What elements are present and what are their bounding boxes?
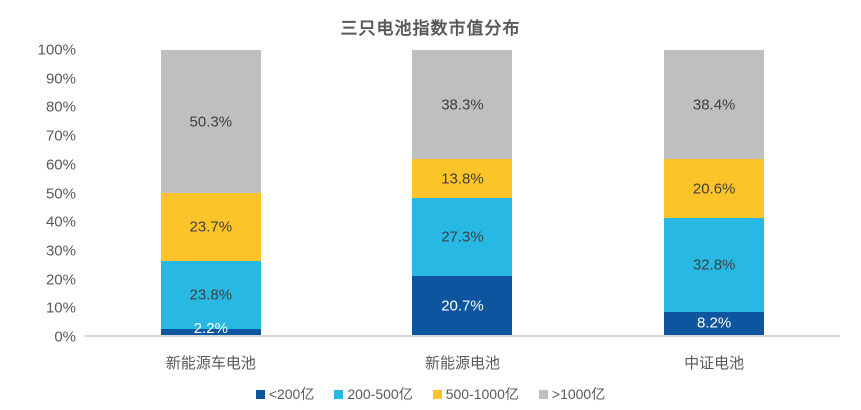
bar-segment: 32.8%: [664, 218, 765, 312]
segment-value-label: 23.7%: [189, 218, 233, 236]
bar-segment: 38.4%: [664, 50, 765, 160]
bar-3: 8.2% 32.8% 20.6% 38.4%: [664, 50, 765, 335]
chart-title: 三只电池指数市值分布: [340, 19, 521, 39]
x-category-label: 新能源电池: [424, 354, 500, 372]
y-axis: 0% 10% 20% 30% 40% 50% 60% 70% 80% 90% 100%: [0, 42, 76, 346]
bar-1: 2.2% 23.8% 23.7% 50.3%: [160, 50, 261, 337]
plot-area: 2.2% 23.8% 23.7% 50.3% 20.7% 27.3% 13.8% 38.3% 8…: [85, 49, 840, 337]
bar-segment: 8.2%: [664, 311, 765, 335]
segment-value-label: 2.2%: [193, 320, 228, 337]
legend-swatch-icon: [432, 389, 442, 399]
bar-segment: 2.2%: [160, 320, 261, 337]
y-tick-label: 30%: [45, 242, 76, 260]
legend-item: 200-500亿: [334, 384, 413, 404]
bar-segment: 13.8%: [412, 159, 513, 199]
segment-value-label: 20.6%: [692, 180, 736, 198]
legend-swatch-icon: [255, 389, 265, 399]
legend-item: >1000亿: [538, 384, 606, 404]
segment-value-label: 27.3%: [441, 228, 484, 246]
y-tick-label: 100%: [37, 41, 76, 59]
bar-segment: 20.7%: [412, 276, 513, 335]
y-tick-label: 80%: [45, 98, 76, 116]
segment-value-label: 38.4%: [692, 96, 736, 114]
y-tick-label: 50%: [45, 185, 76, 202]
y-tick-label: 0%: [54, 328, 76, 346]
bar-segment: 38.3%: [412, 49, 513, 160]
bar-segment: 23.7%: [160, 193, 261, 261]
y-tick-label: 70%: [45, 127, 76, 145]
x-axis: 新能源车电池 新能源电池 中证电池: [85, 352, 840, 373]
legend: <200亿 200-500亿 500-1000亿 >1000亿: [0, 384, 861, 404]
segment-value-label: 8.2%: [697, 314, 732, 332]
legend-item: <200亿: [255, 384, 315, 404]
segment-value-label: 23.8%: [189, 286, 233, 304]
y-tick-label: 20%: [45, 271, 76, 289]
legend-swatch-icon: [538, 389, 548, 399]
y-tick-label: 60%: [45, 156, 76, 174]
bar-segment: 23.8%: [160, 260, 261, 329]
segment-value-label: 50.3%: [189, 113, 233, 131]
legend-label: >1000亿: [551, 386, 606, 402]
legend-swatch-icon: [334, 389, 344, 399]
y-tick-label: 90%: [45, 70, 76, 88]
bar-2: 20.7% 27.3% 13.8% 38.3%: [412, 49, 513, 335]
legend-item: 500-1000亿: [432, 384, 519, 404]
legend-label: 500-1000亿: [445, 386, 519, 402]
segment-value-label: 13.8%: [441, 170, 484, 188]
legend-label: 200-500亿: [347, 386, 413, 402]
bar-segment: 27.3%: [412, 198, 513, 277]
y-tick-label: 10%: [45, 299, 76, 317]
x-category-label: 中证电池: [684, 354, 745, 372]
bar-segment: 50.3%: [160, 50, 261, 194]
x-category-label: 新能源车电池: [165, 354, 256, 372]
segment-value-label: 38.3%: [441, 96, 484, 113]
segment-value-label: 32.8%: [692, 256, 736, 274]
segment-value-label: 20.7%: [441, 297, 484, 315]
bar-segment: 20.6%: [664, 159, 765, 219]
y-tick-label: 40%: [45, 213, 76, 231]
legend-label: <200亿: [268, 386, 315, 402]
